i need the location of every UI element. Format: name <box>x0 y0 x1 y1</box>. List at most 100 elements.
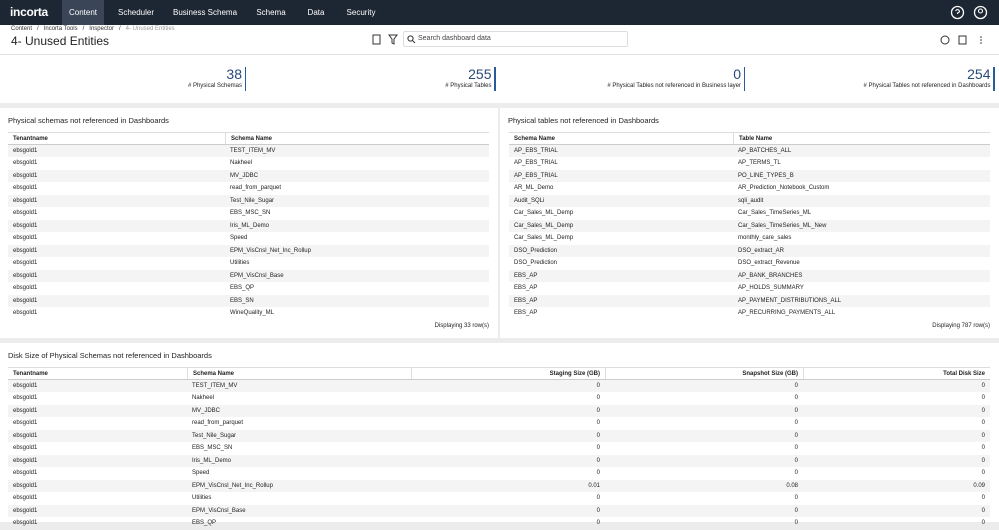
table-cell: EBS_SN <box>230 297 254 304</box>
table-panel: Physical tables not referenced in Dashbo… <box>500 108 999 338</box>
table-cell: Car_Sales_ML_Demp <box>514 210 574 216</box>
table-cell: ebsgold1 <box>13 272 38 279</box>
table-cell: ebsgold1 <box>13 172 38 179</box>
table-row: EBS_AP AP_RECURRING_PAYMENTS_ALL <box>509 307 990 320</box>
table-cell: AP_EBS_TRIAL <box>514 172 558 179</box>
column-header[interactable]: Snapshot Size (GB) <box>605 368 803 379</box>
table-cell: AP_EBS_TRIAL <box>514 160 558 166</box>
column-header[interactable]: Schema Name <box>514 136 556 142</box>
table-cell: ebsgold1 <box>13 457 38 464</box>
table-cell: Car_Sales_ML_Demp <box>514 222 574 229</box>
table-row: AR_ML_Demo AR_Prediction_Notebook_Custom <box>509 182 990 195</box>
table-cell: Test_Nile_Sugar <box>192 432 237 439</box>
kpi-card: 0 # Physical Tables not referenced in Bus… <box>499 55 749 103</box>
table-cell: 0 <box>794 395 798 401</box>
table-row: ebsgold1 Test_Nile_Sugar <box>8 194 489 207</box>
logo[interactable]: incorta <box>10 5 48 19</box>
breadcrumb-item[interactable]: Incorta Tools <box>43 26 78 32</box>
table-cell: EBS_AP <box>514 297 538 304</box>
table-cell: ebsgold1 <box>13 407 38 414</box>
nav-tab[interactable]: Data <box>307 8 325 17</box>
export-icon[interactable] <box>958 35 967 45</box>
user-icon[interactable] <box>973 5 988 20</box>
table-cell: 0 <box>596 520 600 526</box>
table-cell: Speed <box>230 235 248 241</box>
kpi-bar <box>993 67 995 91</box>
table-cell: TEST_ITEM_MV <box>230 147 276 154</box>
table-cell: ebsgold1 <box>13 395 38 401</box>
nav-icons <box>950 5 988 20</box>
table-panel: Physical schemas not referenced in Dashb… <box>0 108 498 338</box>
table-cell: Audit_SQLi <box>514 197 545 204</box>
kpi-label: # Physical Tables not referenced in Dash… <box>863 83 991 89</box>
table-row: ebsgold1 read_from_parquet <box>8 182 489 195</box>
column-header[interactable]: Tenantname <box>13 371 48 377</box>
table-cell: ebsgold1 <box>13 420 38 426</box>
table-cell: AP_PAYMENT_DISTRIBUTIONS_ALL <box>738 297 842 304</box>
table-cell: 0 <box>981 495 985 501</box>
nav-tab[interactable]: Scheduler <box>117 8 155 17</box>
nav-tab[interactable]: Business Schema <box>172 8 238 17</box>
table-cell: 0 <box>981 382 985 389</box>
table-cell: 0 <box>596 495 600 501</box>
table-cell: ebsgold1 <box>13 470 38 476</box>
column-header[interactable]: Schema Name <box>187 368 411 379</box>
info-icon[interactable] <box>940 35 950 45</box>
table-row: ebsgold1 Utilities <box>8 257 489 270</box>
table-cell: WineQuality_ML <box>230 310 275 316</box>
table-cell: Iris_ML_Demo <box>230 222 270 229</box>
table-row: ebsgold1 EPM_VisCnsl_Net_Inc_Rollup <box>8 244 489 257</box>
bookmark-icon[interactable] <box>372 34 381 45</box>
table-row: AP_EBS_TRIAL AP_BATCHES_ALL <box>509 144 990 157</box>
filter-icon[interactable] <box>388 34 398 45</box>
table-row: ebsgold1 TEST_ITEM_MV <box>8 144 489 157</box>
panel-title: Disk Size of Physical Schemas not refere… <box>8 351 212 360</box>
kpi-value: 0 <box>733 66 741 82</box>
table-cell: 0 <box>794 445 798 451</box>
table-row: DSO_Prediction DSO_extract_AR <box>509 244 990 257</box>
more-icon[interactable] <box>980 36 982 44</box>
table-cell: Iris_ML_Demo <box>192 457 232 464</box>
search-box[interactable]: Search dashboard data <box>403 31 628 47</box>
table-cell: EPM_VisCnsl_Net_Inc_Rollup <box>230 247 311 254</box>
table-row: ebsgold1 WineQuality_ML <box>8 307 489 320</box>
nav-tab[interactable]: Schema <box>256 8 286 17</box>
table-cell: 0 <box>981 507 985 514</box>
table-cell: 0 <box>794 495 798 501</box>
table-cell: 0.01 <box>588 482 600 489</box>
table-cell: Utilities <box>192 495 212 501</box>
table-cell: Speed <box>192 470 210 476</box>
table-cell: 0 <box>981 395 985 401</box>
breadcrumb-item[interactable]: Content <box>11 26 33 32</box>
table-cell: EPM_VisCnsl_Net_Inc_Rollup <box>192 482 273 489</box>
table-row: ebsgold1 EPM_VisCnsl_Base 0 0 0 <box>8 504 990 517</box>
table-cell: DSO_Prediction <box>514 247 558 254</box>
header-icons <box>940 35 982 45</box>
table-cell: AP_RECURRING_PAYMENTS_ALL <box>738 310 836 316</box>
table-row: ebsgold1 EBS_MSC_SN <box>8 207 489 220</box>
table-cell: ebsgold1 <box>13 382 38 389</box>
data-table: Tenantname Schema Name ebsgold1 TEST_ITEM_M… <box>8 132 489 320</box>
table-row: AP_EBS_TRIAL AP_TERMS_TL <box>509 157 990 170</box>
table-cell: ebsgold1 <box>13 432 38 439</box>
column-header[interactable]: Table Name <box>733 133 990 144</box>
table-cell: ebsgold1 <box>13 247 38 254</box>
column-header[interactable]: Tenantname <box>13 136 48 142</box>
table-cell: Test_Nile_Sugar <box>230 197 275 204</box>
table-cell: Nakheel <box>192 395 215 401</box>
table-cell: ebsgold1 <box>13 482 38 489</box>
table-cell: ebsgold1 <box>13 197 38 204</box>
column-header[interactable]: Staging Size (GB) <box>411 368 605 379</box>
nav-tab[interactable]: Content <box>62 0 104 25</box>
kpi-card: 255 # Physical Tables <box>250 55 500 103</box>
table-cell: ebsgold1 <box>13 495 38 501</box>
table-cell: 0 <box>794 420 798 426</box>
table-cell: 0 <box>596 470 600 476</box>
column-header[interactable]: Schema Name <box>225 133 489 144</box>
help-icon[interactable] <box>950 5 965 20</box>
table-cell: EBS_QP <box>192 520 217 526</box>
nav-tab[interactable]: Security <box>346 8 376 17</box>
breadcrumb-item[interactable]: Inspector <box>89 26 114 32</box>
column-header[interactable]: Total Disk Size <box>803 368 990 379</box>
kpi-bar <box>494 67 496 91</box>
